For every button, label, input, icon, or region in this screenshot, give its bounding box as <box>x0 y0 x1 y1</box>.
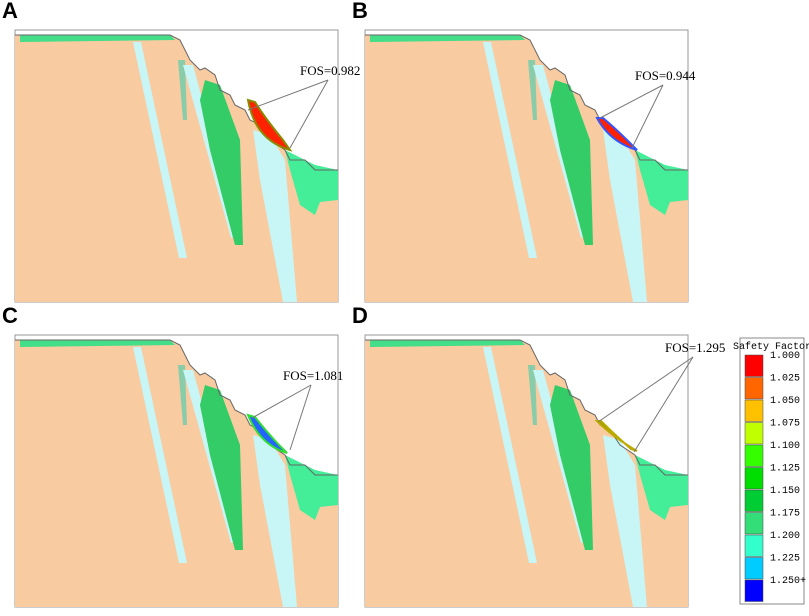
leader-line <box>289 384 312 451</box>
legend-label: 1.100 <box>770 441 800 452</box>
legend-label: 1.225 <box>770 554 800 565</box>
fos-label: FOS=1.295 <box>665 340 725 355</box>
panel-label: D <box>352 303 368 328</box>
legend-swatch <box>744 489 764 512</box>
slip-surface <box>595 117 638 151</box>
legend-swatch <box>744 512 764 535</box>
slip-surface <box>594 420 638 452</box>
leader-line <box>251 384 312 419</box>
slope-panel <box>364 29 689 303</box>
fos-label: FOS=0.982 <box>300 63 360 78</box>
leader-line <box>633 356 694 453</box>
panels: A FOS=0.982 B FOS=0.944 C FOS=1.081 D FOS=1.295 <box>2 0 725 608</box>
legend-label: 1.150 <box>770 486 800 497</box>
slope-section <box>364 334 689 608</box>
legend-label: 1.200 <box>770 531 800 542</box>
leader-line <box>599 84 664 119</box>
legend-label: 1.050 <box>770 396 800 407</box>
slip-surface <box>246 413 288 454</box>
legend-swatch <box>744 422 764 445</box>
legend-swatch <box>744 377 764 400</box>
leader-line <box>247 79 329 111</box>
legend-swatch <box>744 467 764 490</box>
slip-surface <box>246 98 293 152</box>
legend-swatch <box>744 399 764 422</box>
legend-title: Safety Factor <box>733 341 809 353</box>
panel-label: B <box>352 0 368 23</box>
legend-label: 1.075 <box>770 419 800 430</box>
slope-panel <box>14 29 339 303</box>
slope-panel <box>364 334 689 608</box>
legend-swatch <box>744 444 764 467</box>
leader-line <box>289 79 329 149</box>
legend-label: 1.025 <box>770 374 800 385</box>
leader-line <box>631 84 664 149</box>
slope-panel <box>14 334 339 608</box>
panel-label: A <box>2 0 18 23</box>
fos-label: FOS=1.081 <box>283 368 343 383</box>
legend-label: 1.175 <box>770 509 800 520</box>
panel-label: C <box>2 303 18 328</box>
legend-label: 1.000 <box>770 351 800 362</box>
legend-label: 1.250+ <box>770 576 806 587</box>
slope-section <box>14 29 339 303</box>
legend-swatch <box>744 557 764 580</box>
legend-swatch <box>744 354 764 377</box>
leader-line <box>597 356 694 423</box>
fos-label: FOS=0.944 <box>635 68 696 83</box>
legend-swatch <box>744 579 764 602</box>
legend-swatch <box>744 534 764 557</box>
legend-label: 1.125 <box>770 464 800 475</box>
